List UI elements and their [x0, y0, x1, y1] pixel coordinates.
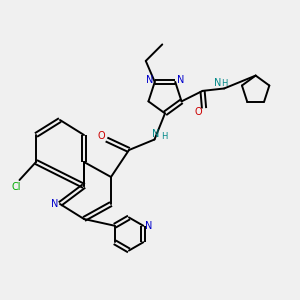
Text: N: N [152, 129, 160, 140]
Text: O: O [195, 107, 203, 117]
Text: N: N [146, 75, 153, 85]
Text: N: N [214, 78, 222, 88]
Text: O: O [97, 131, 105, 141]
Text: H: H [161, 132, 168, 141]
Text: H: H [221, 79, 227, 88]
Text: N: N [51, 199, 58, 209]
Text: N: N [177, 75, 184, 85]
Text: N: N [145, 221, 152, 231]
Text: Cl: Cl [11, 182, 21, 192]
